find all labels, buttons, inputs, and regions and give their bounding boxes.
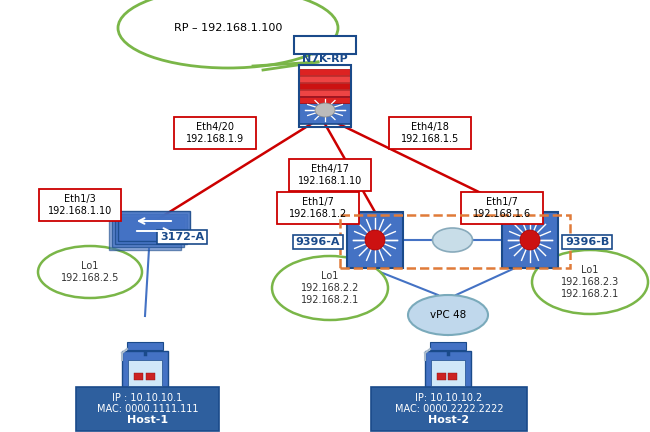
FancyBboxPatch shape	[293, 235, 343, 249]
FancyBboxPatch shape	[76, 388, 219, 431]
Text: N7K-RP: N7K-RP	[302, 54, 348, 64]
FancyBboxPatch shape	[133, 372, 142, 379]
Ellipse shape	[408, 295, 488, 335]
FancyBboxPatch shape	[430, 342, 466, 350]
FancyBboxPatch shape	[299, 83, 351, 89]
Ellipse shape	[432, 228, 473, 252]
Text: 9396-B: 9396-B	[565, 237, 609, 247]
FancyBboxPatch shape	[347, 212, 403, 268]
FancyBboxPatch shape	[294, 36, 356, 54]
Text: MAC: 0000.2222.2222: MAC: 0000.2222.2222	[395, 404, 503, 414]
FancyBboxPatch shape	[115, 214, 187, 244]
FancyBboxPatch shape	[112, 217, 184, 247]
Text: Eth1/3
192.168.1.10: Eth1/3 192.168.1.10	[48, 194, 112, 216]
Text: IP: 10.10.10.2: IP: 10.10.10.2	[415, 394, 482, 403]
Text: Eth1/7
192.168.1.6: Eth1/7 192.168.1.6	[473, 197, 531, 219]
FancyBboxPatch shape	[128, 360, 162, 386]
FancyBboxPatch shape	[109, 220, 181, 250]
FancyBboxPatch shape	[299, 69, 351, 75]
FancyBboxPatch shape	[157, 230, 207, 245]
FancyBboxPatch shape	[431, 360, 465, 386]
Text: vPC 48: vPC 48	[430, 310, 466, 320]
FancyBboxPatch shape	[174, 117, 255, 149]
Text: Lo1
192.168.2.5: Lo1 192.168.2.5	[61, 261, 119, 283]
FancyBboxPatch shape	[118, 211, 190, 241]
Text: 9396-A: 9396-A	[296, 237, 340, 247]
FancyBboxPatch shape	[122, 351, 168, 389]
Ellipse shape	[520, 230, 540, 250]
FancyBboxPatch shape	[299, 96, 351, 124]
Text: Eth1/7
192.168.1.2: Eth1/7 192.168.1.2	[289, 197, 347, 219]
Text: IP : 10.10.10.1: IP : 10.10.10.1	[112, 394, 183, 403]
FancyBboxPatch shape	[437, 372, 445, 379]
Text: Lo1
192.168.2.2
192.168.2.1: Lo1 192.168.2.2 192.168.2.1	[301, 271, 359, 305]
Text: MAC: 0000.1111.111: MAC: 0000.1111.111	[97, 404, 198, 414]
Text: RP – 192.168.1.100: RP – 192.168.1.100	[174, 23, 282, 33]
Ellipse shape	[315, 103, 335, 117]
Ellipse shape	[532, 250, 648, 314]
FancyBboxPatch shape	[127, 342, 163, 350]
Text: Lo1
192.168.2.3
192.168.2.1: Lo1 192.168.2.3 192.168.2.1	[561, 265, 619, 299]
FancyBboxPatch shape	[448, 372, 458, 379]
FancyBboxPatch shape	[371, 388, 527, 431]
FancyBboxPatch shape	[299, 76, 351, 82]
FancyBboxPatch shape	[278, 192, 359, 224]
Text: Eth4/20
192.168.1.9: Eth4/20 192.168.1.9	[186, 122, 244, 144]
Ellipse shape	[118, 0, 338, 68]
Ellipse shape	[272, 256, 388, 320]
FancyBboxPatch shape	[299, 97, 351, 103]
Polygon shape	[253, 62, 318, 70]
Text: Eth4/18
192.168.1.5: Eth4/18 192.168.1.5	[401, 122, 459, 144]
FancyBboxPatch shape	[462, 192, 543, 224]
Text: Eth4/17
192.168.1.10: Eth4/17 192.168.1.10	[298, 164, 362, 186]
Text: 3172-A: 3172-A	[160, 232, 204, 242]
FancyBboxPatch shape	[289, 159, 370, 191]
Text: Host-1: Host-1	[127, 415, 168, 425]
Ellipse shape	[365, 230, 385, 250]
FancyBboxPatch shape	[299, 90, 351, 96]
FancyBboxPatch shape	[146, 372, 155, 379]
FancyBboxPatch shape	[562, 235, 612, 249]
FancyBboxPatch shape	[40, 189, 121, 221]
FancyBboxPatch shape	[502, 212, 558, 268]
FancyBboxPatch shape	[389, 117, 471, 149]
Ellipse shape	[38, 246, 142, 298]
Text: Host-2: Host-2	[428, 415, 469, 425]
FancyBboxPatch shape	[425, 351, 471, 389]
